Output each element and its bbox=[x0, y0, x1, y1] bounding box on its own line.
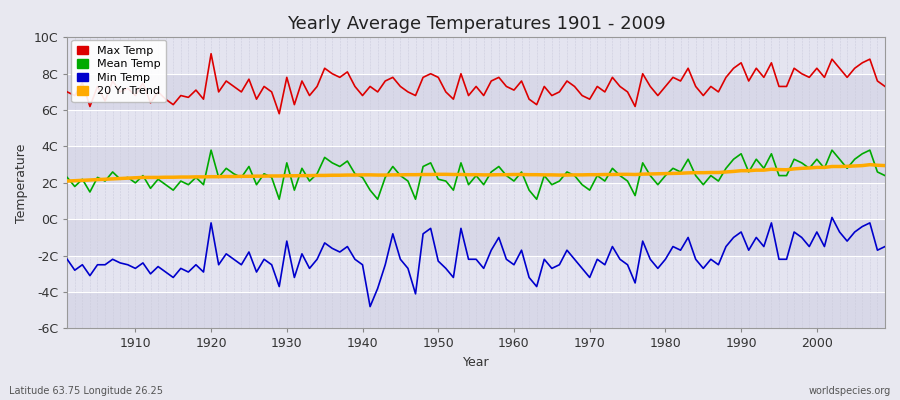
Bar bbox=[68, 256, 885, 292]
Text: worldspecies.org: worldspecies.org bbox=[809, 386, 891, 396]
Bar bbox=[68, 146, 885, 183]
Text: Latitude 63.75 Longitude 26.25: Latitude 63.75 Longitude 26.25 bbox=[9, 386, 163, 396]
Title: Yearly Average Temperatures 1901 - 2009: Yearly Average Temperatures 1901 - 2009 bbox=[287, 15, 665, 33]
Bar bbox=[68, 183, 885, 219]
Bar bbox=[68, 110, 885, 146]
Bar bbox=[68, 292, 885, 328]
X-axis label: Year: Year bbox=[463, 356, 490, 369]
Bar bbox=[68, 74, 885, 110]
Legend: Max Temp, Mean Temp, Min Temp, 20 Yr Trend: Max Temp, Mean Temp, Min Temp, 20 Yr Tre… bbox=[71, 40, 166, 102]
Bar bbox=[68, 219, 885, 256]
Y-axis label: Temperature: Temperature bbox=[15, 143, 28, 222]
Bar bbox=[68, 37, 885, 74]
